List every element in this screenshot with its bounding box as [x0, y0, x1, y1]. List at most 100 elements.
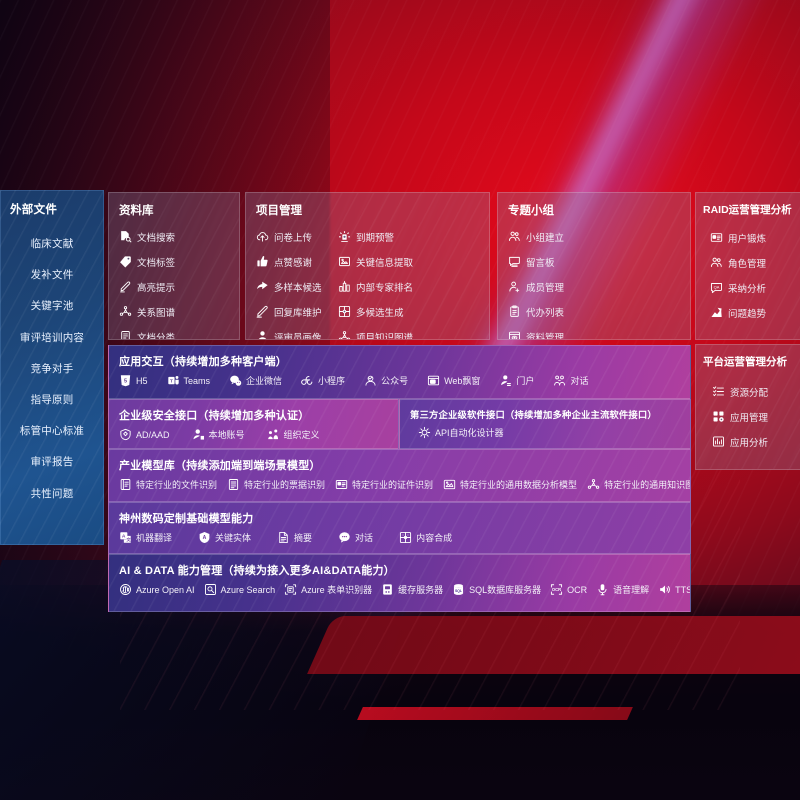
panel-item-project-5[interactable]: 多样本候选	[256, 274, 338, 299]
panel-item-label: 关系图谱	[137, 307, 176, 319]
panel-item-project-2[interactable]: 到期预警	[338, 224, 420, 249]
bar-item-ai_data-7[interactable]: 语音理解	[596, 583, 649, 596]
database-icon: SQL	[452, 583, 465, 596]
sidebar-item-3[interactable]: 关键字池	[30, 300, 74, 313]
sidebar-item-8[interactable]: 审评报告	[30, 456, 74, 469]
panel-item-raid-1[interactable]: 用户锻炼	[710, 225, 794, 250]
bar-item-label: 缓存服务器	[398, 585, 444, 595]
wecom-icon	[229, 374, 242, 387]
sidebar-item-2[interactable]: 发补文件	[30, 269, 74, 282]
bar-ai-data: AI & DATA 能力管理（持续为接入更多AI&DATA能力） Azure O…	[108, 554, 691, 612]
bar-item-label: 公众号	[381, 376, 409, 386]
bar-item-security_interface-3[interactable]: 组织定义	[267, 428, 320, 441]
form-recognizer-icon	[284, 583, 297, 596]
panel-item-project-10[interactable]: 项目知识图谱	[338, 324, 420, 339]
bar-item-app_interaction-5[interactable]: 公众号	[364, 374, 408, 387]
bar-item-industry_models-5[interactable]: 特定行业的通用知识图谱模型	[587, 478, 690, 491]
bar-item-base_models-5[interactable]: 内容合成	[399, 531, 452, 544]
panel-item-project-3[interactable]: 点赞感谢	[256, 249, 338, 274]
trend-chart-icon	[710, 306, 723, 319]
sidebar-item-9[interactable]: 共性问题	[30, 487, 74, 500]
bar-item-label: 特定行业的票据识别	[244, 480, 326, 490]
panel-item-label: 问卷上传	[274, 232, 313, 244]
bar-item-industry_models-2[interactable]: 特定行业的票据识别	[227, 478, 325, 491]
panel-item-library-3[interactable]: 高亮提示	[119, 274, 233, 299]
bar-item-ai_data-1[interactable]: Azure Open AI	[119, 583, 195, 596]
bar-item-industry_models-4[interactable]: 特定行业的通用数据分析模型	[443, 478, 577, 491]
panel-item-platform-2[interactable]: 应用管理	[712, 404, 794, 429]
panel-item-group-1[interactable]: 小组建立	[508, 224, 600, 249]
panel-item-project-9[interactable]: 评审员画像	[256, 324, 338, 339]
bar-item-app_interaction-2[interactable]: T Teams	[167, 374, 211, 387]
panel-item-raid-4[interactable]: 问题趋势	[710, 300, 794, 325]
sidebar-texture	[0, 190, 104, 545]
bar-item-base_models-3[interactable]: 摘要	[277, 531, 312, 544]
bar-item-security_interface-2[interactable]: 本地账号	[192, 428, 245, 441]
bar-item-label: TTS	[675, 584, 691, 595]
bar-item-app_interaction-7[interactable]: 门户	[499, 374, 534, 387]
panel-item-raid-2[interactable]: 角色管理	[710, 250, 794, 275]
panel-item-label: 高亮提示	[137, 282, 176, 294]
bar-item-base_models-4[interactable]: 对话	[338, 531, 373, 544]
panel-item-group-3[interactable]: 成员管理	[508, 274, 600, 299]
bar-item-base_models-2[interactable]: A 关键实体	[198, 531, 251, 544]
ranking-icon	[338, 280, 351, 293]
bar-item-ai_data-3[interactable]: Azure 表单识别器	[284, 583, 372, 596]
extract-icon	[338, 255, 351, 268]
bar-item-app_interaction-3[interactable]: 企业微信	[229, 374, 282, 387]
panel-item-group-5[interactable]: 资料管理	[508, 324, 600, 339]
panel-library-items: 文档搜索 文档标签高亮提示关系图谱文档分类	[109, 218, 239, 339]
panel-item-project-8[interactable]: 多候选生成	[338, 299, 420, 324]
bar-item-app_interaction-8[interactable]: 对话	[553, 374, 588, 387]
bar-item-ai_data-8[interactable]: TTS	[658, 583, 691, 596]
bar-item-label: 本地账号	[208, 430, 245, 440]
bar-item-industry_models-1[interactable]: 特定行业的文件识别	[119, 478, 217, 491]
panel-item-library-4[interactable]: 关系图谱	[119, 299, 233, 324]
bar-item-label: 特定行业的通用知识图谱模型	[604, 480, 690, 490]
bar-item-label: 特定行业的通用数据分析模型	[460, 480, 578, 490]
bar-item-app_interaction-6[interactable]: Web飘窗	[427, 374, 480, 387]
bar-item-label: 摘要	[294, 533, 313, 543]
panel-item-project-1[interactable]: 问卷上传	[256, 224, 338, 249]
html5-icon: 5	[119, 374, 132, 387]
bar-item-ai_data-6[interactable]: OCR OCR	[550, 583, 587, 596]
panel-item-library-1[interactable]: 文档搜索	[119, 224, 233, 249]
tts-icon	[658, 583, 671, 596]
sidebar-item-4[interactable]: 审评培训内容	[19, 331, 85, 344]
panel-item-group-2[interactable]: 留言板	[508, 249, 600, 274]
bar-item-ai_data-2[interactable]: Azure Search	[204, 583, 276, 596]
panel-item-project-4[interactable]: 关键信息提取	[338, 249, 420, 274]
panel-project: 项目管理 问卷上传 到期预警 点赞感谢 关键信息提取 多样本候选 内部专家排名 回复库维护 多…	[245, 192, 490, 340]
bar-item-third_party_interface-1[interactable]: API自动化设计器	[418, 426, 504, 439]
sidebar-item-7[interactable]: 标管中心标准	[19, 425, 85, 438]
group-icon	[710, 256, 723, 269]
bar-item-app_interaction-4[interactable]: 小程序	[301, 374, 345, 387]
sidebar-item-1[interactable]: 临床文献	[30, 238, 74, 251]
panel-item-project-6[interactable]: 内部专家排名	[338, 274, 420, 299]
panel-item-platform-3[interactable]: 应用分析	[712, 429, 794, 454]
panel-item-project-7[interactable]: 回复库维护	[256, 299, 338, 324]
panel-item-group-4[interactable]: 代办列表	[508, 299, 600, 324]
bar-item-base_models-1[interactable]: A 文机器翻译	[119, 531, 172, 544]
bar-item-ai_data-5[interactable]: SQL SQL数据库服务器	[452, 583, 541, 596]
panel-item-label: 小组建立	[526, 232, 565, 244]
panel-item-platform-1[interactable]: 资源分配	[712, 379, 794, 404]
bar-item-app_interaction-1[interactable]: 5 H5	[119, 374, 148, 387]
panel-item-raid-3[interactable]: QA 采纳分析	[710, 275, 794, 300]
entity-icon: A	[198, 531, 211, 544]
bar-app-interaction: 应用交互（持续增加多种客户端） 5 H5 T Teams 企业微信 小程序 公众号 Web飘窗…	[108, 345, 691, 399]
official-account-icon	[364, 374, 377, 387]
bar-item-label: Teams	[183, 375, 211, 386]
bar-item-industry_models-3[interactable]: 特定行业的证件识别	[335, 478, 433, 491]
bar-texture	[109, 503, 690, 553]
bar-item-ai_data-4[interactable]: 缓存服务器	[381, 583, 443, 596]
panel-item-library-2[interactable]: 文档标签	[119, 249, 233, 274]
panel-platform: 平台运营管理分析 资源分配 应用管理 应用分析	[695, 344, 800, 470]
data-analysis-icon	[443, 478, 456, 491]
sidebar-title: 外部文件	[10, 204, 58, 216]
bar-item-label: Azure Search	[220, 584, 276, 595]
sidebar-item-6[interactable]: 指导原则	[30, 394, 74, 407]
sidebar-item-5[interactable]: 竞争对手	[30, 362, 74, 375]
bar-item-security_interface-1[interactable]: AD/AAD	[119, 428, 170, 441]
panel-item-library-5[interactable]: 文档分类	[119, 324, 233, 339]
